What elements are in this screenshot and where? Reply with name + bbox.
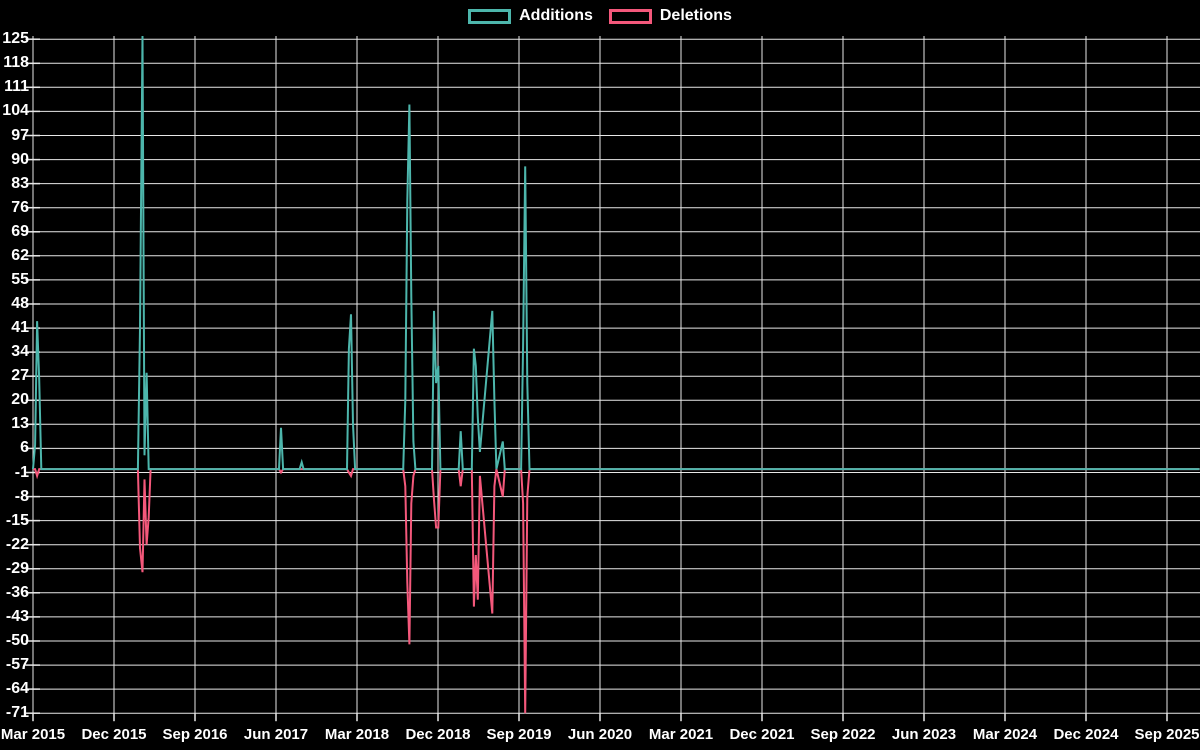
x-tick-label: Jun 2017 (243, 726, 309, 743)
y-tick-label: 83 (11, 174, 29, 192)
y-tick-label: -50 (5, 632, 29, 649)
chart-legend: Additions Deletions (0, 7, 1200, 25)
deletions-swatch-icon (608, 8, 652, 24)
y-tick-label: -64 (5, 680, 29, 698)
y-tick-label: 27 (11, 367, 29, 385)
x-tick-label: Sep 2016 (162, 726, 228, 743)
x-tick-label: Mar 2015 (0, 726, 66, 743)
x-tick-label: Jun 2023 (891, 726, 957, 743)
y-tick-label: 76 (11, 198, 29, 216)
y-tick-label: 97 (11, 126, 29, 144)
deletions-line (33, 468, 1200, 714)
x-tick-label: Sep 2019 (486, 726, 552, 743)
y-tick-label: -36 (5, 583, 29, 601)
x-tick-label: Dec 2015 (81, 726, 147, 743)
y-tick-label: -29 (5, 559, 29, 577)
y-tick-label: -8 (14, 487, 29, 505)
y-tick-label: 6 (20, 439, 29, 457)
x-tick-label: Mar 2018 (324, 726, 390, 743)
y-tick-label: 48 (11, 295, 29, 312)
y-tick-label: 69 (11, 222, 29, 240)
y-tick-label: 90 (11, 150, 29, 168)
x-tick-label: Mar 2024 (972, 726, 1038, 743)
y-tick-label: 13 (11, 415, 29, 433)
y-tick-label: 55 (11, 270, 29, 288)
legend-item-additions[interactable]: Additions (468, 7, 593, 25)
y-tick-label: -15 (5, 511, 29, 529)
y-tick-label: 118 (3, 54, 29, 72)
y-tick-label: -43 (5, 607, 29, 625)
x-tick-label: Jun 2020 (567, 726, 633, 743)
gridlines (25, 36, 1200, 722)
y-tick-label: 20 (11, 391, 29, 409)
y-tick-label: -1 (14, 463, 29, 481)
legend-label-deletions: Deletions (659, 7, 732, 24)
y-tick-label: -71 (5, 704, 29, 722)
legend-label-additions: Additions (519, 7, 593, 24)
y-tick-label: -57 (5, 656, 29, 674)
additions-swatch-icon (468, 8, 512, 24)
x-tick-label: Dec 2024 (1053, 726, 1119, 743)
y-tick-label: 41 (11, 319, 29, 337)
y-tick-label: 111 (4, 78, 29, 96)
y-tick-label: 125 (2, 30, 29, 48)
x-tick-label: Mar 2021 (648, 726, 714, 743)
y-tick-label: 62 (11, 246, 29, 264)
x-tick-label: Sep 2025 (1134, 726, 1200, 743)
legend-item-deletions[interactable]: Deletions (608, 7, 732, 25)
y-tick-label: -22 (5, 535, 29, 553)
x-tick-label: Dec 2021 (729, 726, 795, 743)
y-tick-label: 104 (2, 102, 29, 120)
y-tick-label: 34 (11, 343, 29, 361)
x-tick-label: Sep 2022 (810, 726, 876, 743)
x-tick-label: Dec 2018 (405, 726, 471, 743)
additions-line (32, 35, 1200, 471)
